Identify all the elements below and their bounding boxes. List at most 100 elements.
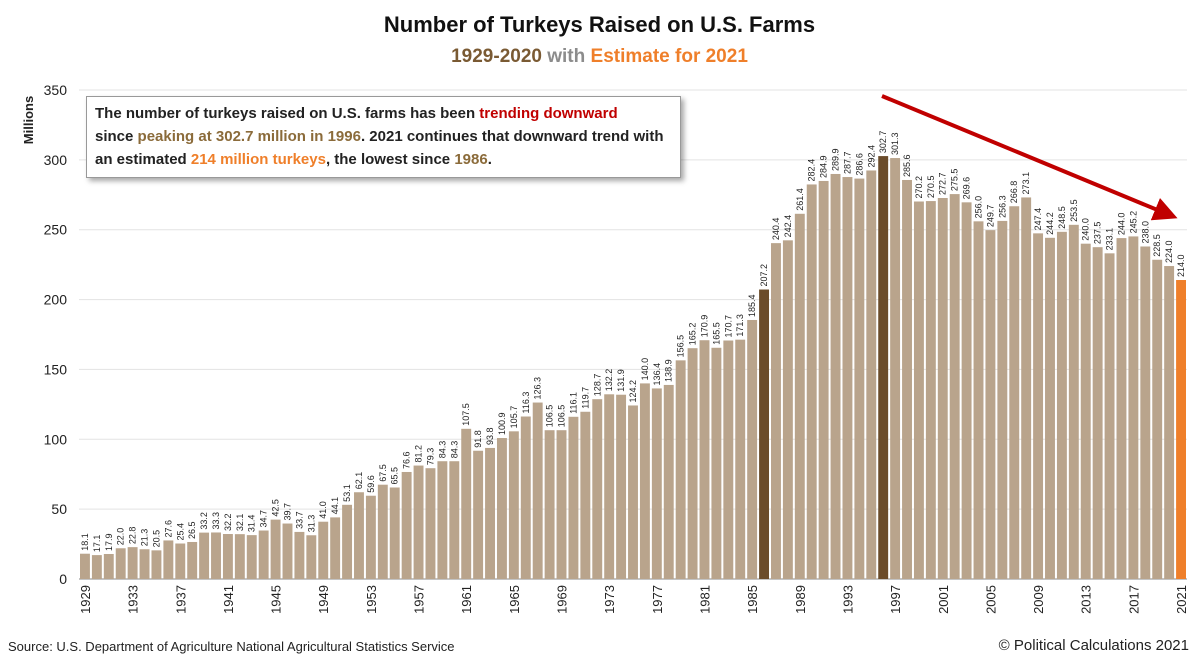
value-label-1975: 124.2 — [628, 380, 638, 403]
value-label-1956: 76.6 — [402, 451, 412, 469]
bar-2003 — [961, 202, 972, 579]
value-label-1939: 33.2 — [199, 512, 209, 530]
bar-2016 — [1116, 238, 1127, 579]
bar-1992 — [830, 173, 841, 579]
bar-2007 — [1009, 206, 1020, 579]
bar-1958 — [425, 468, 436, 579]
value-label-2010: 244.2 — [1045, 212, 1055, 235]
value-label-2015: 233.1 — [1105, 228, 1115, 251]
value-label-1986: 207.2 — [759, 264, 769, 287]
value-label-1930: 17.1 — [92, 535, 102, 553]
bar-2008 — [1021, 197, 1032, 579]
x-tick-label-1945: 1945 — [269, 585, 284, 614]
bar-2019 — [1152, 259, 1163, 579]
bar-1967 — [532, 402, 543, 579]
value-label-1961: 107.5 — [461, 403, 471, 426]
value-labels: 18.1 17.1 17.9 22.0 22.8 21.3 20.527.6 25.4 26.5… — [80, 131, 1186, 553]
value-label-2000: 270.5 — [926, 176, 936, 199]
bar-2017 — [1128, 236, 1139, 579]
value-label-1997: 301.3 — [890, 133, 900, 156]
bar-1997 — [890, 158, 901, 579]
value-label-1965: 105.7 — [509, 406, 519, 429]
value-label-1984: 171.3 — [735, 314, 745, 337]
value-label-1967: 126.3 — [533, 377, 543, 400]
bar-2018 — [1140, 246, 1151, 580]
value-label-1957: 81.2 — [414, 445, 424, 463]
y-tick-label: 100 — [44, 431, 68, 447]
bar-2001 — [937, 197, 948, 579]
value-label-2008: 273.1 — [1021, 172, 1031, 195]
bar-1984 — [735, 339, 746, 579]
bar-1955 — [389, 487, 400, 579]
bar-1977 — [651, 388, 662, 579]
value-label-2005: 249.7 — [985, 205, 995, 228]
value-label-1955: 65.5 — [390, 467, 400, 485]
value-label-1993: 287.7 — [842, 152, 852, 175]
bar-1946 — [282, 523, 293, 579]
bar-1982 — [711, 347, 722, 579]
value-label-1985: 185.4 — [747, 294, 757, 317]
x-tick-label-1949: 1949 — [316, 585, 331, 614]
bar-1936 — [163, 540, 174, 579]
value-label-1944: 34.7 — [259, 510, 269, 528]
bar-1957 — [413, 465, 424, 579]
value-label-1932: 22.0 — [116, 528, 126, 546]
value-label-1943: 31.4 — [247, 515, 257, 533]
bar-2014 — [1092, 247, 1103, 579]
bar-1975 — [628, 405, 638, 579]
value-label-1972: 128.7 — [592, 374, 602, 397]
x-tick-label-1929: 1929 — [78, 585, 93, 614]
value-label-2009: 247.4 — [1033, 208, 1043, 231]
value-label-1929: 18.1 — [80, 533, 90, 551]
bar-1947 — [294, 531, 305, 579]
value-label-1960: 84.3 — [449, 441, 459, 459]
bar-1998 — [902, 179, 912, 579]
bar-2006 — [997, 220, 1008, 579]
x-tick-label-1965: 1965 — [507, 585, 522, 614]
bar-1959 — [437, 461, 448, 579]
value-label-1966: 116.3 — [521, 392, 531, 414]
value-label-1940: 33.3 — [211, 512, 221, 530]
x-tick-label-2009: 2009 — [1031, 585, 1046, 614]
x-tick-label-1973: 1973 — [602, 585, 617, 614]
value-label-2016: 244.0 — [1116, 213, 1126, 236]
bar-1990 — [806, 184, 817, 580]
value-label-1988: 242.4 — [783, 215, 793, 238]
annotation-highlight-estimate: 214 million turkeys — [190, 151, 326, 168]
bar-1953 — [365, 495, 376, 579]
annotation-highlight-peak: peaking at 302.7 million in 1996 — [137, 128, 361, 145]
bar-1962 — [473, 450, 484, 579]
bar-2013 — [1080, 243, 1091, 579]
bar-2020 — [1164, 266, 1175, 579]
bar-1971 — [580, 411, 591, 579]
bar-1986 — [759, 289, 770, 579]
bar-1940 — [211, 532, 221, 579]
value-label-1953: 59.6 — [366, 475, 376, 493]
x-tick-label-1937: 1937 — [173, 585, 188, 614]
value-label-1971: 119.7 — [580, 387, 590, 409]
bar-1960 — [449, 461, 460, 579]
x-tick-label-1993: 1993 — [840, 585, 855, 614]
value-label-1970: 116.1 — [568, 392, 578, 414]
value-label-1981: 170.9 — [699, 315, 709, 338]
value-label-1934: 21.3 — [140, 529, 150, 547]
bar-2004 — [973, 221, 984, 579]
bar-1933 — [127, 547, 138, 579]
value-label-1958: 79.3 — [425, 448, 435, 466]
bar-1969 — [556, 430, 567, 579]
x-tick-label-1953: 1953 — [364, 585, 379, 614]
x-tick-label-1985: 1985 — [745, 585, 760, 614]
x-tick-label-1941: 1941 — [221, 585, 236, 614]
value-label-2019: 228.5 — [1152, 234, 1162, 257]
value-label-1952: 62.1 — [354, 472, 364, 490]
value-label-1946: 39.7 — [282, 503, 292, 521]
annotation-text: . 2021 continues that downward trend wit… — [95, 128, 664, 168]
bar-2005 — [985, 230, 996, 579]
bar-2010 — [1045, 237, 1055, 579]
y-tick-label: 300 — [44, 152, 68, 168]
bar-1983 — [723, 340, 734, 579]
x-tick-label-2021: 2021 — [1174, 585, 1189, 614]
value-label-1996: 302.7 — [878, 131, 888, 154]
annotation-box: The number of turkeys raised on U.S. far… — [86, 96, 681, 178]
bar-1991 — [818, 180, 829, 580]
